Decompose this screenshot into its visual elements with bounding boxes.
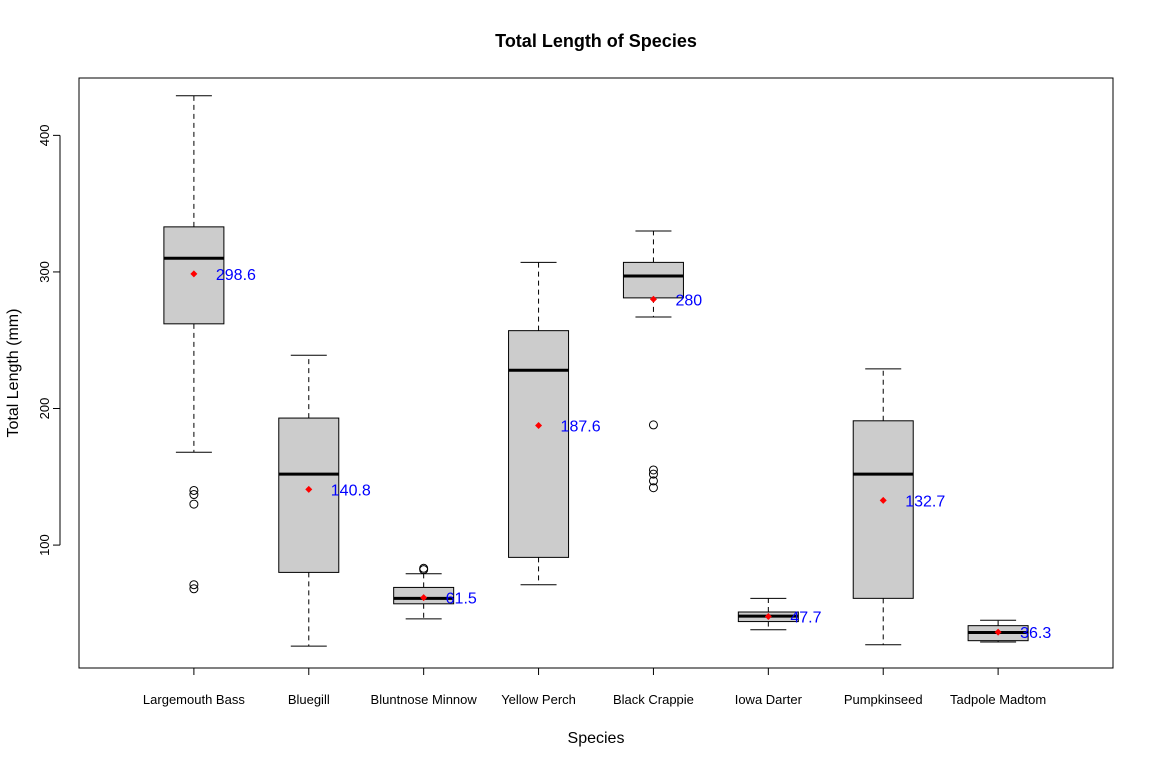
y-tick-label: 300 (37, 261, 52, 283)
box-iowa-darter: 47.7 (737, 597, 822, 631)
mean-label: 298.6 (216, 267, 256, 284)
mean-marker (879, 496, 887, 504)
chart-title: Total Length of Species (495, 31, 697, 51)
mean-marker (764, 613, 772, 621)
x-tick-label: Bluntnose Minnow (371, 692, 478, 707)
outlier-point (648, 420, 658, 430)
outlier-point (189, 580, 199, 590)
iqr-box (622, 261, 684, 299)
outlier-point (648, 476, 658, 486)
mean-marker (305, 485, 313, 493)
outlier-point (648, 469, 658, 479)
box-bluegill: 140.8 (278, 354, 371, 647)
x-tick-label: Tadpole Madtom (950, 692, 1046, 707)
box-black-crappie: 280 (622, 230, 702, 493)
mean-marker (190, 270, 198, 278)
box-largemouth-bass: 298.6 (163, 95, 256, 594)
mean-label: 47.7 (790, 610, 821, 627)
boxes-group: 298.6 140.8 61.5 187.6 280 47.7 132.7 36.3 (163, 95, 1051, 647)
iqr-box (508, 330, 570, 558)
box-tadpole-madtom: 36.3 (967, 619, 1051, 643)
x-axis: Largemouth Bass Bluegill Bluntnose Minnow Y… (143, 667, 1046, 707)
outlier-point (189, 584, 199, 594)
x-tick-label: Yellow Perch (501, 692, 576, 707)
x-tick-label: Bluegill (288, 692, 330, 707)
outlier-point (189, 485, 199, 495)
x-axis-label: Species (568, 730, 625, 747)
box-yellow-perch: 187.6 (508, 261, 601, 586)
mean-label: 132.7 (905, 493, 945, 510)
y-tick-label: 100 (37, 534, 52, 556)
y-axis: 100 200 300 400 (37, 125, 61, 556)
mean-label: 187.6 (561, 418, 601, 435)
box-bluntnose-minnow: 61.5 (393, 563, 477, 620)
x-tick-label: Pumpkinseed (844, 692, 923, 707)
iqr-box (278, 417, 340, 573)
mean-label: 36.3 (1020, 625, 1051, 642)
mean-marker (535, 421, 543, 429)
outlier-point (189, 499, 199, 509)
x-tick-label: Largemouth Bass (143, 692, 245, 707)
plot-frame (78, 77, 1114, 669)
outlier-point (648, 483, 658, 493)
mean-marker (649, 295, 657, 303)
mean-label: 140.8 (331, 482, 371, 499)
x-tick-label: Black Crappie (613, 692, 694, 707)
y-tick-label: 400 (37, 125, 52, 147)
box-pumpkinseed: 132.7 (852, 368, 945, 646)
y-axis-label: Total Length (mm) (5, 309, 22, 438)
outlier-point (419, 565, 429, 575)
x-tick-label: Iowa Darter (735, 692, 803, 707)
outlier-point (648, 465, 658, 475)
mean-marker (420, 594, 428, 602)
iqr-box (852, 420, 914, 599)
y-tick-label: 200 (37, 398, 52, 420)
mean-label: 280 (675, 292, 702, 309)
mean-label: 61.5 (446, 591, 477, 608)
mean-marker (994, 628, 1002, 636)
outlier-point (189, 490, 199, 500)
